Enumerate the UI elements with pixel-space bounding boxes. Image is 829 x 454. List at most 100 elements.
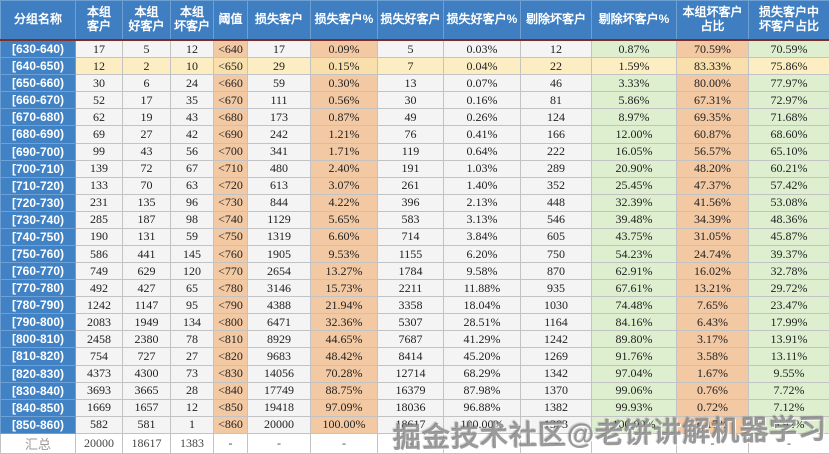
data-cell: 448 — [520, 193, 592, 212]
data-cell: 111 — [247, 91, 311, 110]
data-cell: 341 — [247, 142, 311, 161]
data-cell: 67.61% — [591, 279, 677, 298]
group-name-cell: [800-810) — [0, 330, 76, 349]
data-cell: 3665 — [122, 381, 171, 400]
data-cell: 1905 — [247, 244, 311, 264]
data-cell: 1129 — [247, 210, 311, 229]
data-cell: 1669 — [75, 398, 123, 417]
data-cell: 1242 — [75, 296, 123, 315]
data-cell: 3146 — [247, 279, 311, 298]
data-cell: <750 — [213, 227, 248, 246]
data-cell: 9683 — [247, 347, 311, 366]
table-row: [800-810) 2458 2380 78 <810 8929 44.65% 7687 41.… — [0, 330, 829, 349]
data-cell: 131 — [122, 227, 171, 246]
data-cell: 9.53% — [310, 244, 378, 264]
data-cell: 59 — [247, 74, 311, 93]
data-cell: 2 — [122, 57, 171, 76]
data-cell: 70.28% — [310, 364, 378, 383]
data-cell: 100.00% — [310, 415, 378, 435]
data-cell: 1.67% — [676, 364, 749, 383]
data-cell: 18617 — [377, 415, 444, 435]
data-cell: 120 — [170, 262, 214, 281]
data-cell: 7.65% — [676, 296, 749, 315]
data-cell: 20000 — [247, 415, 311, 435]
data-cell: 39.48% — [591, 210, 677, 229]
data-cell: 19 — [122, 108, 171, 127]
data-cell: <640 — [213, 39, 248, 59]
data-cell: 5 — [122, 39, 171, 59]
group-name-cell: [700-710) — [0, 159, 76, 178]
data-cell: 12 — [75, 57, 123, 76]
data-cell: 60.21% — [748, 159, 829, 178]
data-cell: 48.36% — [748, 210, 829, 229]
data-cell: 77.97% — [748, 74, 829, 93]
data-cell: 75.86% — [748, 57, 829, 76]
data-cell: 6.20% — [443, 244, 521, 264]
table-body: [630-640) 17 5 12 <640 17 0.09% 5 0.03% 12 0.87% 70… — [0, 39, 829, 435]
data-cell: 750 — [520, 244, 592, 264]
data-cell: 76 — [377, 125, 444, 144]
data-cell: <730 — [213, 193, 248, 212]
group-name-cell: [770-780) — [0, 279, 76, 298]
data-cell: 191 — [377, 159, 444, 178]
data-cell: 12 — [520, 39, 592, 59]
data-cell: 0.03% — [443, 39, 521, 59]
data-cell: 4388 — [247, 296, 311, 315]
summary-cell: - — [247, 433, 311, 454]
header-row: 分组名称 本组 客户 本组 好客户 本组 坏客户 阈值 损失客户 损失客户% 损失好客户 损失好… — [0, 0, 829, 41]
data-cell: 8929 — [247, 330, 311, 349]
data-cell: <680 — [213, 108, 248, 127]
data-cell: 1370 — [520, 381, 592, 400]
summary-cell: 1383 — [170, 433, 214, 454]
data-cell: 68.60% — [748, 125, 829, 144]
data-cell: 3.58% — [676, 347, 749, 366]
column-header-9: 损失好客户% — [443, 0, 521, 41]
data-cell: 0.41% — [443, 125, 521, 144]
data-cell: 7.12% — [748, 398, 829, 417]
data-cell: 97.04% — [591, 364, 677, 383]
group-name-cell: [680-690) — [0, 125, 76, 144]
data-cell: 0.56% — [310, 91, 378, 110]
data-cell: 582 — [75, 415, 123, 435]
table-row: [740-750) 190 131 59 <750 1319 6.60% 714 3.84% 60… — [0, 227, 829, 246]
data-cell: <710 — [213, 159, 248, 178]
data-cell: 53.08% — [748, 193, 829, 212]
data-cell: 583 — [377, 210, 444, 229]
data-cell: 1030 — [520, 296, 592, 315]
data-cell: 23.47% — [748, 296, 829, 315]
group-name-cell: [710-720) — [0, 176, 76, 195]
data-cell: 60.87% — [676, 125, 749, 144]
column-header-7: 损失客户% — [310, 0, 378, 41]
data-cell: 4300 — [122, 364, 171, 383]
data-cell: 96.88% — [443, 398, 521, 417]
summary-cell: - — [591, 433, 677, 454]
summary-cell: - — [310, 433, 378, 454]
data-cell: 4.22% — [310, 193, 378, 212]
data-cell: 5307 — [377, 313, 444, 332]
data-cell: 629 — [122, 262, 171, 281]
group-name-cell: [690-700) — [0, 142, 76, 161]
data-cell: 1242 — [520, 330, 592, 349]
group-name-cell: [730-740) — [0, 210, 76, 229]
data-cell: 14056 — [247, 364, 311, 383]
data-cell: 49 — [377, 108, 444, 127]
data-cell: 2458 — [75, 330, 123, 349]
data-cell: 84.16% — [591, 313, 677, 332]
column-header-4: 本组 坏客户 — [170, 0, 214, 41]
table-row: [830-840) 3693 3665 28 <840 17749 88.75% 16379 8… — [0, 381, 829, 400]
data-cell: <840 — [213, 381, 248, 400]
table-row: [750-760) 586 441 145 <760 1905 9.53% 1155 6.20%… — [0, 244, 829, 264]
data-cell: 844 — [247, 193, 311, 212]
data-cell: 1657 — [122, 398, 171, 417]
data-cell: 68.29% — [443, 364, 521, 383]
data-cell: 30 — [75, 74, 123, 93]
data-cell: 12.00% — [591, 125, 677, 144]
data-cell: 5.86% — [591, 91, 677, 110]
table-row: [710-720) 133 70 63 <720 613 3.07% 261 1.40% 352 2… — [0, 176, 829, 195]
column-header-1: 分组名称 — [0, 0, 76, 41]
data-cell: 69 — [75, 125, 123, 144]
data-cell: 63 — [170, 176, 214, 195]
data-cell: 74.48% — [591, 296, 677, 315]
data-cell: 546 — [520, 210, 592, 229]
table-row: [680-690) 69 27 42 <690 242 1.21% 76 0.41% 166 12.… — [0, 125, 829, 144]
